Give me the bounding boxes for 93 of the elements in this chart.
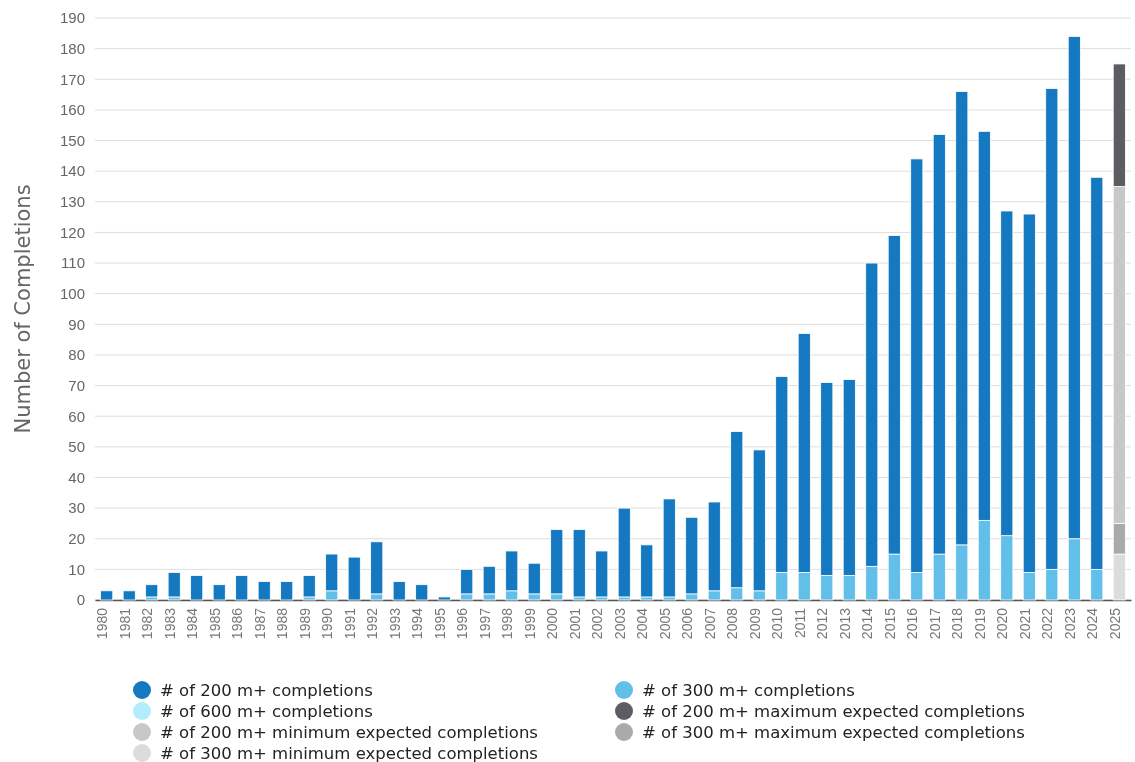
x-tick-label: 1996 <box>454 607 471 640</box>
x-tick-label: 1983 <box>161 607 178 640</box>
y-tick-label: 120 <box>59 223 85 241</box>
bar <box>235 575 249 601</box>
x-tick-label: 2016 <box>904 607 921 640</box>
x-tick-label: 2001 <box>566 607 583 640</box>
bar <box>122 590 136 601</box>
legend-label: # of 300 m+ completions <box>642 681 855 700</box>
x-tick-label: 2004 <box>634 607 651 640</box>
bar <box>302 575 316 598</box>
x-tick-label: 2014 <box>859 607 876 640</box>
x-tick-label: 2022 <box>1039 607 1056 640</box>
bar <box>100 590 114 601</box>
bar <box>347 556 361 601</box>
x-tick-label: 1981 <box>116 607 133 640</box>
legend-label: # of 600 m+ completions <box>160 702 373 721</box>
x-tick-label: 1991 <box>341 607 358 640</box>
bar <box>437 596 451 601</box>
x-tick-label: 1989 <box>296 607 313 640</box>
x-tick-label: 2000 <box>544 607 561 640</box>
x-tick-label: 1995 <box>431 607 448 640</box>
x-tick-label: 2011 <box>791 607 808 639</box>
y-tick-label: 30 <box>68 499 85 517</box>
x-tick-label: 2023 <box>1061 607 1078 640</box>
x-tick-label: 1990 <box>319 607 336 640</box>
x-tick-label: 2010 <box>769 607 786 640</box>
x-tick-label: 2005 <box>656 607 673 640</box>
x-tick-label: 2006 <box>679 607 696 640</box>
x-tick-label: 1994 <box>409 607 426 640</box>
x-tick-label: 2020 <box>994 607 1011 640</box>
y-tick-label: 190 <box>59 9 85 27</box>
x-tick-label: 1985 <box>206 607 223 640</box>
y-tick-label: 180 <box>59 39 85 57</box>
y-tick-label: 140 <box>59 162 85 180</box>
y-tick-label: 0 <box>76 591 85 609</box>
y-tick-label: 50 <box>68 438 85 456</box>
bar <box>212 584 226 601</box>
legend-label: # of 200 m+ minimum expected completions <box>160 723 538 742</box>
legend-label: # of 300 m+ maximum expected completions <box>642 723 1025 742</box>
x-tick-label: 1986 <box>229 607 246 640</box>
x-tick-label: 1993 <box>386 607 403 640</box>
x-tick-label: 1987 <box>251 607 268 640</box>
y-tick-label: 20 <box>68 530 85 548</box>
y-tick-label: 70 <box>68 376 85 394</box>
bar <box>280 581 294 601</box>
bar <box>145 584 159 598</box>
x-tick-label: 2008 <box>724 607 741 640</box>
x-tick-label: 1999 <box>521 607 538 640</box>
y-tick-label: 60 <box>68 407 85 425</box>
bar <box>595 550 609 598</box>
bar <box>257 581 271 601</box>
bar <box>640 544 654 598</box>
y-tick-label: 110 <box>61 254 85 272</box>
y-tick-label: 160 <box>59 101 85 119</box>
x-tick-label: 2003 <box>611 607 628 640</box>
y-axis-title: Number of Completions <box>11 184 35 434</box>
bar <box>392 581 406 601</box>
x-tick-label: 1980 <box>94 607 110 640</box>
x-tick-label: 1982 <box>139 607 156 640</box>
bar <box>572 529 586 598</box>
bar <box>617 507 631 598</box>
y-tick-label: 80 <box>68 346 85 364</box>
x-tick-label: 1998 <box>499 607 516 640</box>
x-tick-label: 2013 <box>836 607 853 640</box>
y-tick-label: 90 <box>68 315 85 333</box>
legend-label: # of 200 m+ maximum expected completions <box>642 702 1025 721</box>
x-tick-label: 1997 <box>476 607 493 640</box>
y-tick-label: 150 <box>59 131 85 149</box>
legend-label: # of 300 m+ minimum expected completions <box>160 744 538 762</box>
y-tick-label: 40 <box>68 468 85 486</box>
x-tick-label: 2015 <box>881 607 898 640</box>
x-tick-label: 2017 <box>926 607 943 640</box>
bar <box>662 498 676 598</box>
bar <box>167 572 181 598</box>
y-tick-label: 10 <box>68 560 85 578</box>
x-tick-label: 2009 <box>746 607 763 640</box>
bar <box>190 575 204 601</box>
bar <box>415 584 429 601</box>
x-tick-label: 1988 <box>274 607 291 640</box>
x-tick-label: 2018 <box>949 607 966 640</box>
x-tick-label: 2019 <box>971 607 988 640</box>
x-tick-label: 2002 <box>589 607 606 640</box>
y-tick-label: 100 <box>59 284 85 302</box>
legend-label: # of 200 m+ completions <box>160 681 373 700</box>
x-tick-label: 2012 <box>814 607 831 640</box>
y-tick-label: 170 <box>59 70 85 88</box>
y-tick-label: 130 <box>59 193 85 211</box>
x-tick-label: 2021 <box>1016 607 1033 640</box>
x-tick-label: 2025 <box>1106 607 1123 640</box>
x-tick-label: 1992 <box>364 607 381 640</box>
x-tick-label: 2007 <box>701 607 718 640</box>
x-tick-label: 2024 <box>1084 607 1101 640</box>
x-tick-label: 1984 <box>184 607 201 640</box>
